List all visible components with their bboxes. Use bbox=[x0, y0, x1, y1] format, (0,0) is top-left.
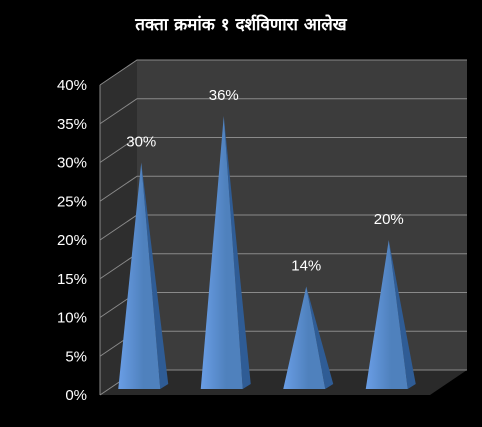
gridline bbox=[99, 175, 467, 202]
bar-side bbox=[306, 286, 334, 389]
data-label: 36% bbox=[209, 87, 239, 104]
y-tick-label: 5% bbox=[65, 348, 87, 365]
chart-title: तक्ता क्रमांक १ दर्शविणारा आलेख bbox=[135, 15, 347, 35]
data-label: 30% bbox=[126, 134, 156, 151]
bar bbox=[365, 240, 408, 389]
y-tick-label: 15% bbox=[57, 271, 87, 288]
y-tick-label: 20% bbox=[57, 232, 87, 249]
y-tick-label: 25% bbox=[57, 193, 87, 210]
y-tick-label: 40% bbox=[57, 77, 87, 94]
y-tick-label: 30% bbox=[57, 155, 87, 172]
bar-side bbox=[388, 240, 416, 389]
bar-side bbox=[223, 116, 251, 389]
data-label: 14% bbox=[291, 258, 321, 275]
y-tick-label: 0% bbox=[65, 387, 87, 404]
y-tick-label: 35% bbox=[57, 116, 87, 133]
gridline bbox=[99, 137, 467, 163]
y-tick-label: 10% bbox=[57, 310, 87, 327]
bar bbox=[118, 162, 161, 389]
gridline bbox=[99, 98, 467, 125]
bar bbox=[200, 116, 243, 389]
bar bbox=[283, 286, 326, 389]
bar-side bbox=[141, 162, 169, 389]
data-label: 20% bbox=[374, 211, 404, 228]
gridline bbox=[99, 59, 467, 86]
